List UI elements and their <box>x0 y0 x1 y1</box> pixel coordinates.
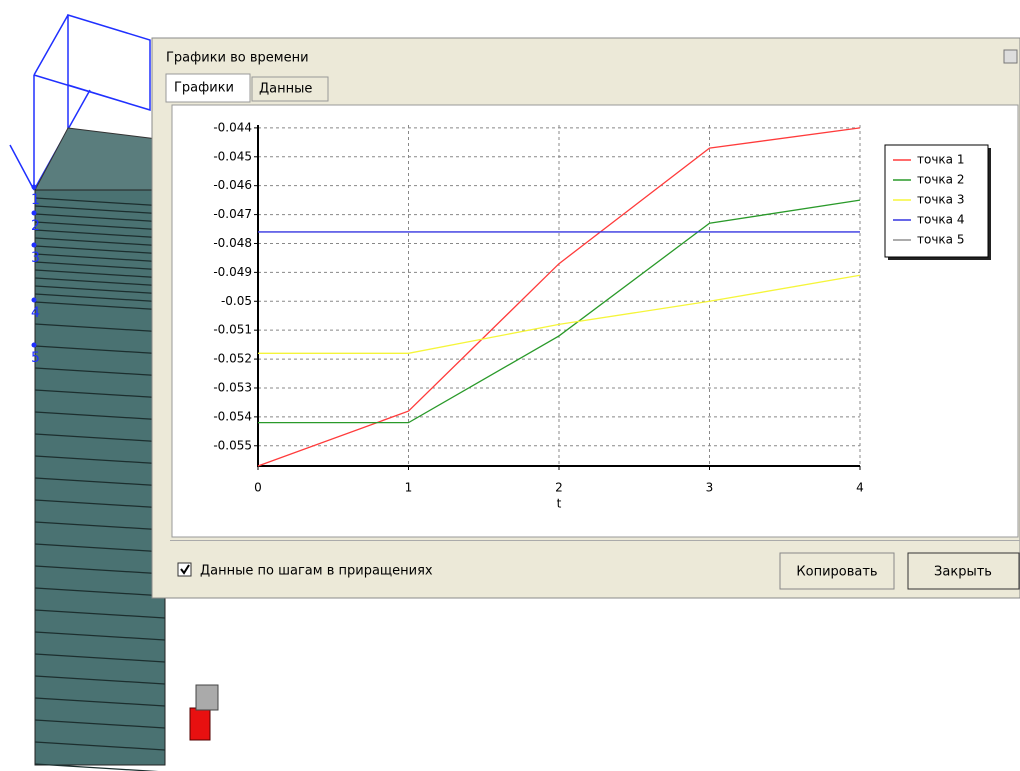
checkbox-label[interactable]: Данные по шагам в приращениях <box>200 564 433 579</box>
node-point <box>32 185 37 190</box>
y-tick-label: -0.047 <box>213 207 252 221</box>
node-point <box>32 243 37 248</box>
y-tick-label: -0.045 <box>213 149 252 163</box>
y-tick-label: -0.044 <box>213 120 252 134</box>
node-label: 3 <box>31 250 40 266</box>
legend-label: точка 2 <box>917 173 964 187</box>
x-tick-label: 2 <box>555 481 563 495</box>
node-label: 5 <box>31 350 40 366</box>
legend-label: точка 1 <box>917 153 964 167</box>
dialog-title: Графики во времени <box>166 51 309 66</box>
support <box>190 708 210 740</box>
separator <box>170 540 1020 541</box>
node-label: 2 <box>31 218 40 234</box>
y-tick-label: -0.054 <box>213 409 252 423</box>
x-tick-label: 0 <box>254 481 262 495</box>
x-axis-label: t <box>557 497 562 511</box>
node-label: 4 <box>31 305 40 321</box>
tab-label[interactable]: Графики <box>174 81 234 96</box>
support-top <box>196 685 218 710</box>
node-point <box>32 343 37 348</box>
y-tick-label: -0.053 <box>213 380 252 394</box>
y-tick-label: -0.052 <box>213 352 252 366</box>
y-tick-label: -0.051 <box>213 323 252 337</box>
legend-label: точка 5 <box>917 233 964 247</box>
close-icon[interactable] <box>1004 50 1017 63</box>
legend-label: точка 4 <box>917 213 964 227</box>
y-tick-label: -0.05 <box>221 294 252 308</box>
node-label: 1 <box>31 192 40 208</box>
node-point <box>32 211 37 216</box>
legend-label: точка 3 <box>917 193 964 207</box>
screen: 1 2 3 4 5 Графики во времени Графики Данные … <box>0 0 1020 771</box>
x-tick-label: 4 <box>856 481 864 495</box>
x-tick-label: 3 <box>706 481 714 495</box>
roof <box>35 128 165 195</box>
x-tick-label: 1 <box>405 481 413 495</box>
button-label[interactable]: Копировать <box>796 565 877 580</box>
button-label[interactable]: Закрыть <box>934 565 992 580</box>
y-tick-label: -0.055 <box>213 438 252 452</box>
y-tick-label: -0.048 <box>213 236 252 250</box>
y-tick-label: -0.049 <box>213 265 252 279</box>
tab-label[interactable]: Данные <box>259 82 312 97</box>
node-point <box>32 298 37 303</box>
y-tick-label: -0.046 <box>213 178 252 192</box>
page: 1 2 3 4 5 Графики во времени Графики Данные … <box>0 0 1020 771</box>
